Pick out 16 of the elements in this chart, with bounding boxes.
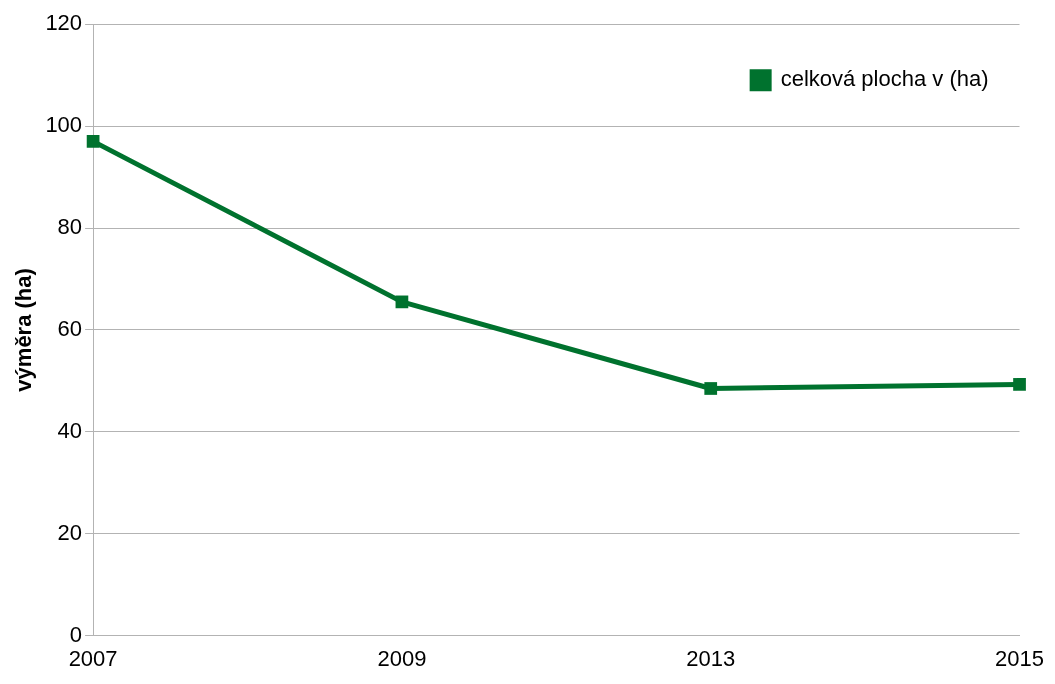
x-tick-label: 2015 [995, 645, 1045, 671]
point [704, 382, 718, 395]
y-tick-label: 80 [57, 214, 83, 240]
x-tick-label: 2013 [686, 645, 736, 671]
y-tick-label: 0 [69, 621, 83, 647]
point [86, 135, 100, 148]
y-tick-label: 120 [45, 10, 83, 36]
y-tick-label: 40 [57, 417, 83, 443]
x-tick-label: 2007 [68, 645, 118, 671]
x-tick-label: 2009 [377, 645, 427, 671]
y-tick-label: 60 [57, 315, 83, 341]
point [1013, 378, 1026, 391]
y-tick-label: 100 [45, 112, 83, 138]
y-axis-title: výměra (ha) [11, 268, 37, 392]
y-tick-label: 20 [57, 519, 83, 545]
legend-label: celková plocha v (ha) [780, 66, 989, 92]
